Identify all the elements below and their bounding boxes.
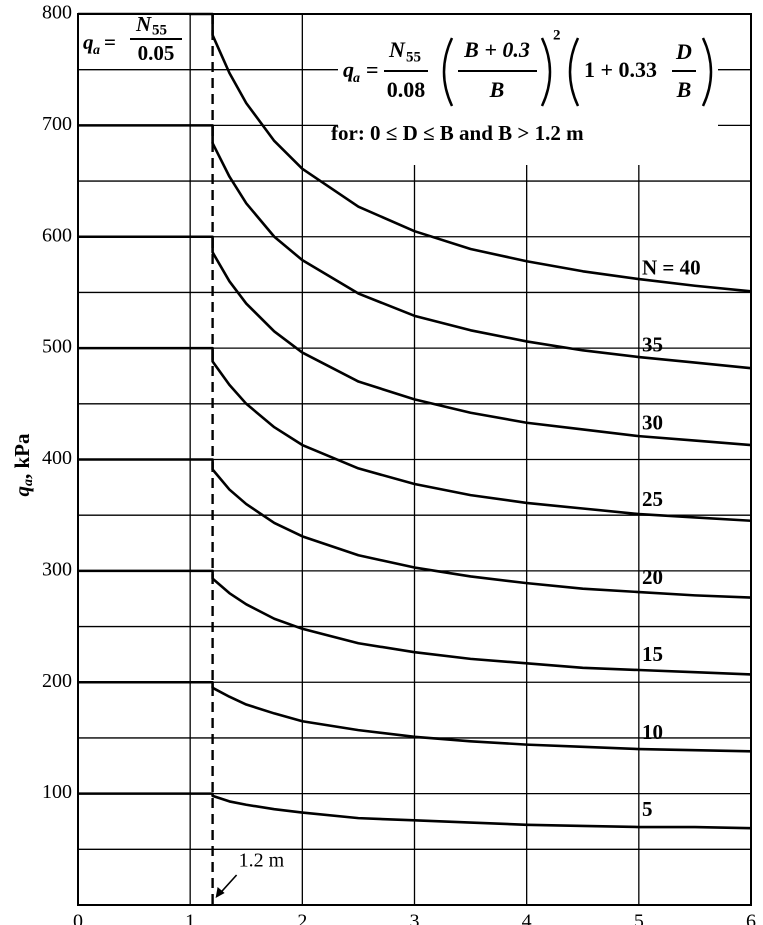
y-tick-label: 600 (42, 224, 72, 246)
paren (568, 37, 580, 107)
curve (78, 792, 752, 830)
y-tick-label: 400 (42, 447, 72, 469)
y-tick-label: 800 (42, 2, 72, 24)
series-label: 30 (642, 410, 663, 434)
curve (78, 569, 752, 676)
formula-num: B + 0.3 (463, 37, 530, 62)
curve (78, 235, 752, 447)
x-tick-label: 4 (522, 911, 532, 925)
paren (442, 37, 454, 107)
y-tick-label: 100 (42, 781, 72, 803)
y-tick-label: 300 (42, 558, 72, 580)
marker-arrowhead (215, 887, 225, 898)
series-label: 10 (642, 720, 663, 744)
curve (78, 346, 752, 523)
x-tick-label: 0 (73, 911, 83, 925)
curve (78, 680, 752, 753)
paren (540, 37, 552, 107)
formula-sub: a (353, 71, 360, 86)
paren (701, 37, 713, 107)
series-label: 5 (642, 797, 653, 821)
x-tick-label: 5 (634, 911, 644, 925)
y-tick-label: 200 (42, 670, 72, 692)
x-tick-label: 6 (746, 911, 756, 925)
x-tick-label: 1 (185, 911, 195, 925)
series-label: 20 (642, 565, 663, 589)
y-label-sub: a (21, 479, 36, 486)
formula-n-sub: 55 (152, 22, 167, 38)
y-label-unit: , kPa (10, 433, 34, 479)
formula-num: D (675, 39, 692, 64)
curve (78, 12, 752, 293)
series-label: 15 (642, 642, 663, 666)
formula-area (338, 15, 718, 165)
y-tick-label: 700 (42, 113, 72, 135)
y-tick-label: 500 (42, 336, 72, 358)
labels: 100 200 300 400 500 600 700 800 0 1 2 3 4 5 6 N = 40 35 3… (42, 2, 756, 925)
formula-main: q a = N 55 0.08 B + 0.3 B 2 1 + 0.33 D B (343, 27, 713, 107)
series-label: 35 (642, 332, 663, 356)
formula-n: N (388, 37, 406, 62)
formula-term: 1 + 0.33 (584, 57, 657, 82)
curve (78, 124, 752, 370)
y-axis-label: qa, kPa (10, 433, 36, 497)
formula-n: N (135, 12, 152, 36)
formula-n-sub: 55 (406, 49, 421, 65)
formula-q: q (343, 57, 354, 82)
formula-box (79, 15, 189, 69)
formula-eq: = (104, 30, 116, 54)
formula-q: q (83, 30, 94, 54)
formula-den: 0.05 (138, 41, 175, 65)
x-tick-label: 3 (410, 911, 420, 925)
x-tick-label: 2 (297, 911, 307, 925)
marker-label: 1.2 m (239, 850, 285, 872)
formula-den: 0.08 (387, 77, 426, 102)
formula-left: q a = N 55 0.05 (83, 12, 182, 65)
condition: for: 0 ≤ D ≤ B and B > 1.2 m (331, 121, 584, 145)
series-label: N = 40 (642, 256, 701, 280)
formula-exp: 2 (553, 27, 561, 43)
formula-eq: = (366, 57, 379, 82)
curves (78, 12, 752, 905)
formula-sub: a (93, 43, 100, 58)
formula-den: B (676, 77, 692, 102)
formula-den: B (489, 77, 505, 102)
series-label: 25 (642, 487, 663, 511)
y-label-symbol: q (10, 486, 34, 497)
curve (78, 458, 752, 599)
